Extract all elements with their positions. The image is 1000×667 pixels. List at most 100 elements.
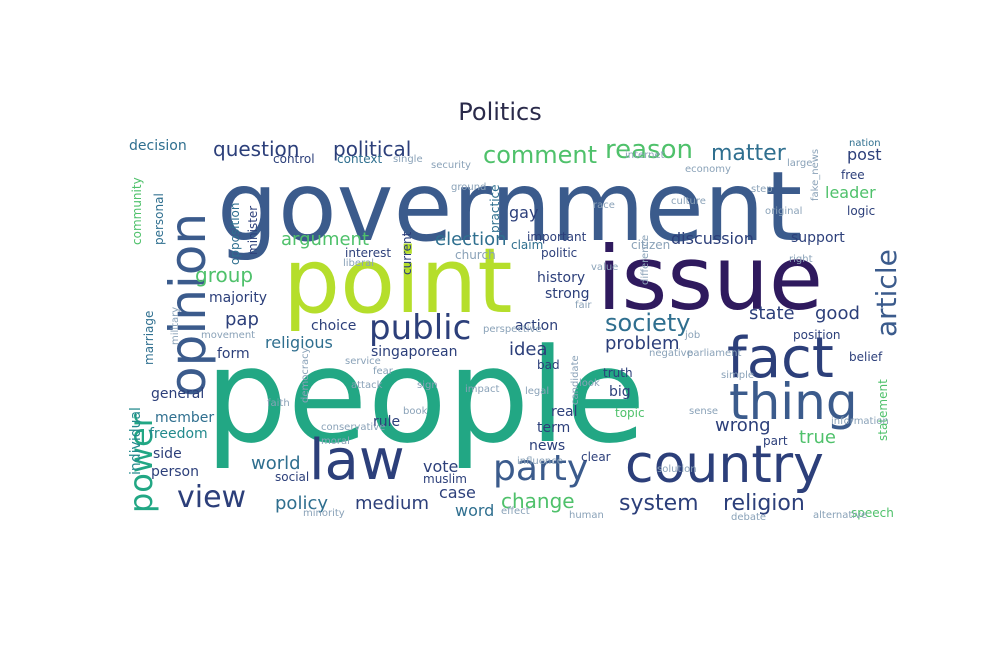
- word-parliament: parliament: [687, 348, 742, 359]
- word-effect: effect: [501, 506, 530, 517]
- word-article: article: [870, 249, 900, 337]
- word-liberal: liberal: [343, 258, 375, 269]
- word-minority: minority: [303, 508, 345, 519]
- word-important: important: [527, 230, 587, 244]
- word-cloud: government people point issue opinion fact cou…: [125, 135, 900, 530]
- word-faith: faith: [267, 398, 290, 409]
- word-interest: interest: [345, 246, 392, 260]
- word-practice: practice: [488, 184, 502, 233]
- word-current: current: [400, 231, 414, 275]
- word-world: world: [251, 453, 301, 474]
- word-statement: statement: [876, 379, 890, 441]
- word-true: true: [799, 427, 836, 448]
- word-step: step: [751, 184, 773, 195]
- word-service: service: [345, 356, 381, 367]
- word-large: large: [787, 158, 813, 169]
- word-view: view: [177, 480, 247, 515]
- word-post: post: [847, 145, 882, 164]
- word-history: history: [537, 270, 586, 286]
- word-minister: minister: [246, 205, 260, 255]
- word-issue: issue: [597, 227, 824, 330]
- word-information: information: [831, 416, 889, 427]
- word-support: support: [791, 230, 845, 246]
- figure-title: Politics: [458, 98, 542, 126]
- word-wrong: wrong: [715, 415, 771, 436]
- word-position: position: [793, 328, 841, 342]
- word-policy: policy: [275, 493, 328, 514]
- word-church: church: [455, 248, 496, 262]
- word-word: word: [455, 501, 495, 520]
- word-system: system: [619, 491, 699, 516]
- word-influence: influence: [517, 456, 563, 467]
- word-matter: matter: [711, 141, 786, 166]
- word-claim: claim: [511, 238, 544, 252]
- word-truth: truth: [603, 366, 633, 380]
- word-strong: strong: [545, 286, 590, 302]
- word-comment: comment: [483, 141, 598, 169]
- word-majority: majority: [209, 290, 268, 306]
- word-attack: attack: [351, 380, 383, 391]
- word-big: big: [609, 384, 631, 400]
- word-clear: clear: [581, 450, 611, 464]
- word-individual: individual: [128, 407, 144, 475]
- word-book: book: [403, 406, 428, 417]
- word-alternative: alternative: [813, 510, 868, 521]
- word-military: military: [170, 306, 181, 345]
- word-security: security: [431, 160, 471, 171]
- word-personal: personal: [152, 193, 166, 245]
- word-context: context: [337, 152, 383, 166]
- word-problem: problem: [605, 333, 680, 354]
- word-right: right: [789, 254, 813, 265]
- word-nation: nation: [849, 138, 881, 149]
- word-difference: difference: [640, 234, 651, 285]
- word-economy: economy: [685, 164, 731, 175]
- word-race: race: [593, 200, 615, 211]
- word-people: people: [205, 320, 646, 472]
- word-society: society: [605, 309, 691, 337]
- word-argument: argument: [281, 229, 370, 250]
- word-value: value: [591, 262, 619, 273]
- word-single: single: [393, 154, 423, 165]
- word-election: election: [435, 229, 507, 250]
- word-social: social: [275, 470, 310, 484]
- word-sense: sense: [689, 406, 719, 417]
- word-pap: pap: [225, 309, 259, 330]
- word-real: real: [551, 404, 578, 420]
- word-vote: vote: [423, 457, 459, 476]
- word-citizen: citizen: [631, 238, 671, 252]
- word-law: law: [309, 428, 405, 493]
- word-singaporean: singaporean: [371, 344, 458, 360]
- word-debate: debate: [731, 512, 767, 523]
- word-marriage: marriage: [142, 310, 156, 365]
- word-speech: speech: [851, 506, 894, 520]
- word-logic: logic: [847, 204, 876, 218]
- word-idea: idea: [509, 339, 548, 360]
- word-party: party: [493, 448, 589, 489]
- word-fear: fear: [373, 366, 393, 377]
- word-solution: solution: [657, 464, 697, 475]
- word-original: original: [765, 206, 803, 217]
- word-human: human: [569, 510, 604, 521]
- word-reason: reason: [605, 135, 693, 165]
- word-news: news: [529, 438, 566, 454]
- word-action: action: [515, 318, 559, 334]
- word-control: control: [273, 152, 315, 166]
- word-community: community: [130, 177, 144, 245]
- word-case: case: [439, 483, 476, 502]
- word-fake-news: fake_news: [810, 148, 821, 201]
- word-legal: legal: [525, 386, 550, 397]
- word-public: public: [369, 308, 472, 348]
- word-conservative: conservative: [321, 422, 386, 433]
- word-perspective: perspective: [483, 324, 542, 335]
- word-general: general: [151, 386, 205, 402]
- word-person: person: [151, 464, 199, 480]
- word-country: country: [625, 435, 824, 495]
- word-opposition: opposition: [228, 202, 242, 266]
- word-fair: fair: [575, 300, 592, 311]
- word-religion: religion: [723, 491, 805, 516]
- word-change: change: [501, 489, 575, 513]
- word-freedom: freedom: [149, 426, 208, 442]
- word-question: question: [213, 137, 300, 161]
- word-fact: fact: [727, 326, 834, 391]
- word-democracy: democracy: [300, 347, 311, 403]
